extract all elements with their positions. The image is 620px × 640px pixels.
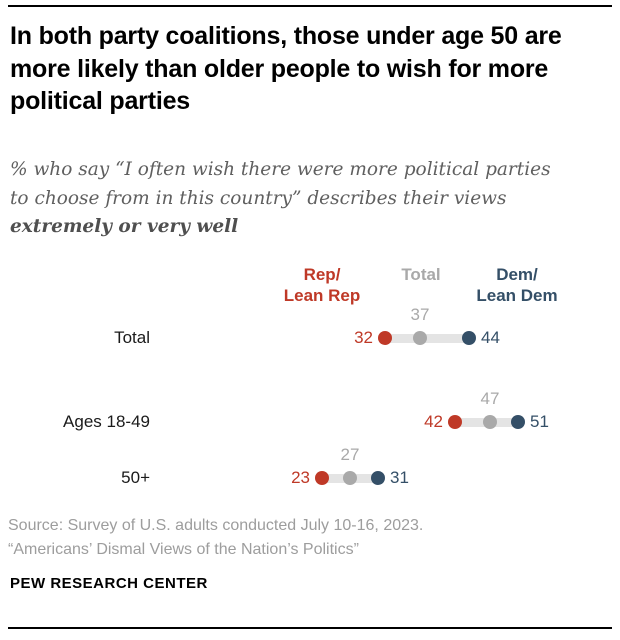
total-value: 47 xyxy=(480,389,500,408)
rep-dot xyxy=(448,415,462,429)
row-label: Total xyxy=(114,328,150,347)
legend-dem-line1: Dem/ xyxy=(496,265,538,284)
dot-plot: Rep/ Lean Rep Total Dem/ Lean Dem Total 3… xyxy=(0,256,620,506)
chart-subtitle: % who say “I often wish there were more … xyxy=(10,156,590,242)
chart-title: In both party coalitions, those under ag… xyxy=(10,22,562,115)
top-border-line xyxy=(8,5,612,7)
source-line-2: “Americans’ Dismal Views of the Nation’s… xyxy=(8,541,359,558)
dot-track xyxy=(382,334,472,343)
legend-total: Total xyxy=(401,265,441,284)
rep-value: 42 xyxy=(424,412,443,431)
dem-value: 44 xyxy=(481,328,500,347)
subtitle-line-2: to choose from in this country” describe… xyxy=(10,187,507,209)
subtitle-line-1: % who say “I often wish there were more … xyxy=(10,159,551,180)
bottom-border-line xyxy=(8,627,612,629)
dem-dot xyxy=(371,471,385,485)
dem-value: 51 xyxy=(530,412,549,431)
legend-dem: Dem/ Lean Dem xyxy=(455,264,579,306)
total-value: 27 xyxy=(340,445,360,464)
rep-value: 23 xyxy=(291,468,310,487)
source-note: Source: Survey of U.S. adults conducted … xyxy=(8,514,598,562)
dem-dot xyxy=(462,331,476,345)
legend-rep-line1: Rep/ xyxy=(303,265,341,284)
dem-value: 31 xyxy=(390,468,409,487)
total-dot xyxy=(483,415,497,429)
row-label: 50+ xyxy=(121,468,150,487)
legend-rep: Rep/ Lean Rep xyxy=(260,264,384,306)
total-dot xyxy=(413,331,427,345)
row-label: Ages 18-49 xyxy=(63,412,150,431)
plot-rows: Total 32 37 44 Ages 18-49 42 47 51 50+ 23 27 31 xyxy=(0,256,620,506)
total-dot xyxy=(343,471,357,485)
rep-dot xyxy=(378,331,392,345)
dem-dot xyxy=(511,415,525,429)
subtitle-bold-phrase: extremely or very well xyxy=(10,216,239,238)
rep-value: 32 xyxy=(354,328,373,347)
legend-dem-line2: Lean Dem xyxy=(476,286,558,305)
brand-footer: PEW RESEARCH CENTER xyxy=(10,575,208,592)
legend-rep-line2: Lean Rep xyxy=(283,286,361,305)
source-line-1: Source: Survey of U.S. adults conducted … xyxy=(8,517,424,534)
total-value: 37 xyxy=(410,305,430,324)
rep-dot xyxy=(315,471,329,485)
